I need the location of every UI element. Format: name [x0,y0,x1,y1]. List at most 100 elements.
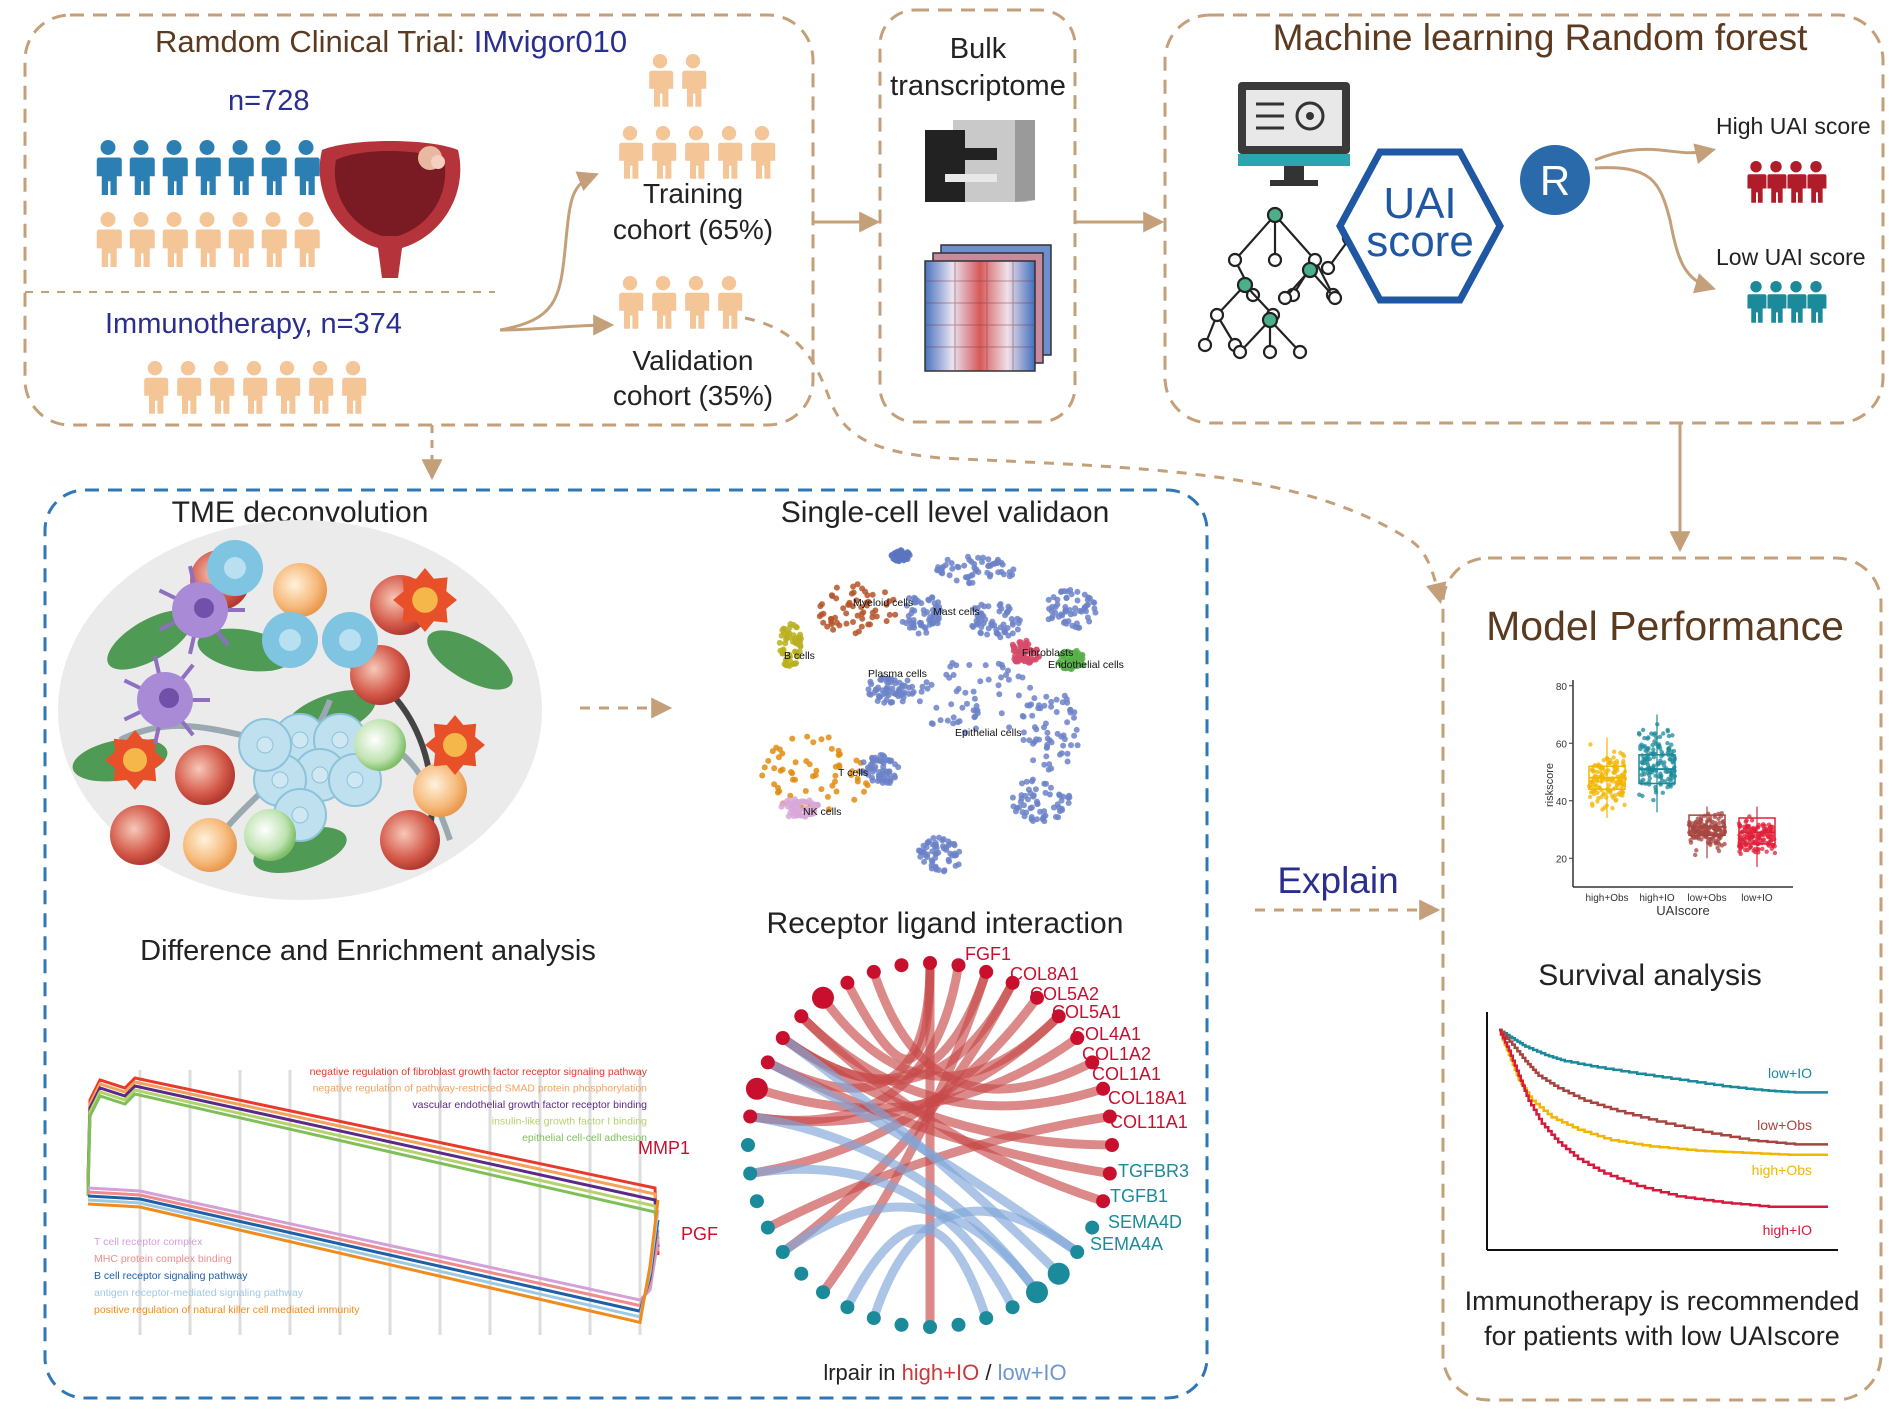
person-icon [96,140,122,195]
svg-text:UAI: UAI [1383,179,1456,228]
performance-panel [1441,556,1883,1402]
gsea-up-term: negative regulation of fibroblast growth… [310,1066,648,1078]
sequencer-icon [925,120,1035,202]
umap-icon: Myeloid cells Mast cells B cells Plasma cel… [759,547,1124,875]
explain-label: Explain [1277,860,1398,901]
ligand-label: PGF [681,1224,718,1244]
y-tick-label: 20 [1556,854,1568,865]
person-icon [96,212,122,267]
gsea-down-term: B cell receptor signaling pathway [94,1270,248,1282]
y-tick-label: 40 [1556,797,1568,808]
receptor-label: TGFBR3 [1118,1161,1189,1181]
umap-cluster-label: Myeloid cells [853,597,913,609]
validation-label: Validation [633,345,754,376]
person-icon [685,126,710,179]
survival-series-label: high+IO [1763,1222,1813,1238]
ligand-label: FGF1 [965,944,1011,964]
person-icon [309,361,334,414]
survival-curve [1499,1028,1828,1146]
person-icon [751,126,776,179]
box [1688,814,1726,836]
person-icon [1767,161,1787,203]
trial-n-label: n=728 [228,85,309,117]
receptor-label: SEMA4A [1090,1234,1163,1254]
person-icon [1807,281,1827,323]
person-icon [652,276,677,329]
ligand-label: COL5A1 [1052,1002,1121,1022]
boxplot-chart: 20 40 60 80 riskscore UAIscore high+Obs high+IO… [1544,680,1793,918]
uai-hexagon: UAI score [1336,148,1504,304]
r-logo-icon: R [1520,145,1590,215]
conclusion-line-2: for patients with low UAIscore [1484,1321,1840,1351]
people-icon [619,54,776,179]
ml-title: Machine learning Random forest [1273,17,1808,58]
svg-text:R: R [1540,157,1570,204]
computer-icon [1238,82,1350,186]
person-icon [1807,161,1827,203]
person-icon [294,140,320,195]
x-tick-label: low+Obs [1687,893,1726,904]
person-icon [1747,281,1767,323]
rl-title: Receptor ligand interaction [767,907,1124,940]
person-icon [177,361,202,414]
person-icon [276,361,301,414]
person-icon [649,54,674,107]
low-uai-label: Low UAI score [1716,244,1866,270]
bladder-icon [319,141,461,278]
y-tick-label: 60 [1556,739,1568,750]
people-icon [96,140,320,195]
survival-chart: low+IO low+Obs high+Obs high+IO [1486,1012,1838,1251]
arrow-to-training [499,171,599,332]
immuno-label: Immunotherapy, n=374 [105,308,402,340]
person-icon [342,361,367,414]
umap-cluster-label: Epithelial cells [955,727,1022,739]
sc-title: Single-cell level validaon [781,496,1110,529]
x-tick-label: low+IO [1741,893,1773,904]
umap-cluster-label: Plasma cells [868,668,927,680]
person-icon [210,361,235,414]
ligand-label: COL5A2 [1030,984,1099,1004]
person-icon [652,126,677,179]
person-icon [294,212,320,267]
survival-series-label: low+IO [1768,1065,1812,1081]
person-icon [261,212,287,267]
arrow-validation-to-performance [744,316,1447,605]
person-icon [261,140,287,195]
survival-curve [1499,1028,1828,1157]
person-icon [129,140,155,195]
person-icon [144,361,169,414]
heatmap-icon [924,244,1052,372]
ligand-label: COL18A1 [1108,1088,1187,1108]
umap-cluster-label: NK cells [803,806,842,818]
person-icon [228,212,254,267]
tme-icon [58,520,542,900]
person-icon [682,54,707,107]
bulk-title: Bulk [950,33,1007,65]
people-icon [96,212,320,267]
survival-title: Survival analysis [1538,959,1761,992]
gsea-up-term: negative regulation of pathway-restricte… [313,1083,648,1095]
person-icon [718,276,743,329]
person-icon [1787,161,1807,203]
people-icon [619,276,743,329]
ligand-label: MMP1 [638,1138,690,1158]
survival-series-label: high+Obs [1752,1162,1812,1178]
gsea-down-term: T cell receptor complex [94,1236,203,1248]
conclusion-line-1: Immunotherapy is recommended [1465,1286,1860,1316]
gsea-down-term: antigen receptor-mediated signaling path… [94,1287,304,1299]
high-uai-label: High UAI score [1716,113,1871,139]
survival-curve [1499,1028,1828,1209]
rl-caption: lrpair in high+IO / low+IO [823,1360,1066,1385]
arrow-to-high [1594,143,1717,164]
bulk-title-2: transcriptome [890,70,1066,102]
receptor-label: SEMA4D [1108,1212,1182,1232]
person-icon [685,276,710,329]
people-icon [144,361,367,414]
umap-cluster-label: Endothelial cells [1048,659,1124,671]
validation-sub: cohort (35%) [613,380,773,411]
gsea-down-term: MHC protein complex binding [94,1253,232,1265]
box [1738,817,1776,845]
ligand-label: COL8A1 [1010,964,1079,984]
gsea-up-term: epithelial cell-cell adhesion [522,1132,647,1144]
tme-panel [43,488,1209,1400]
